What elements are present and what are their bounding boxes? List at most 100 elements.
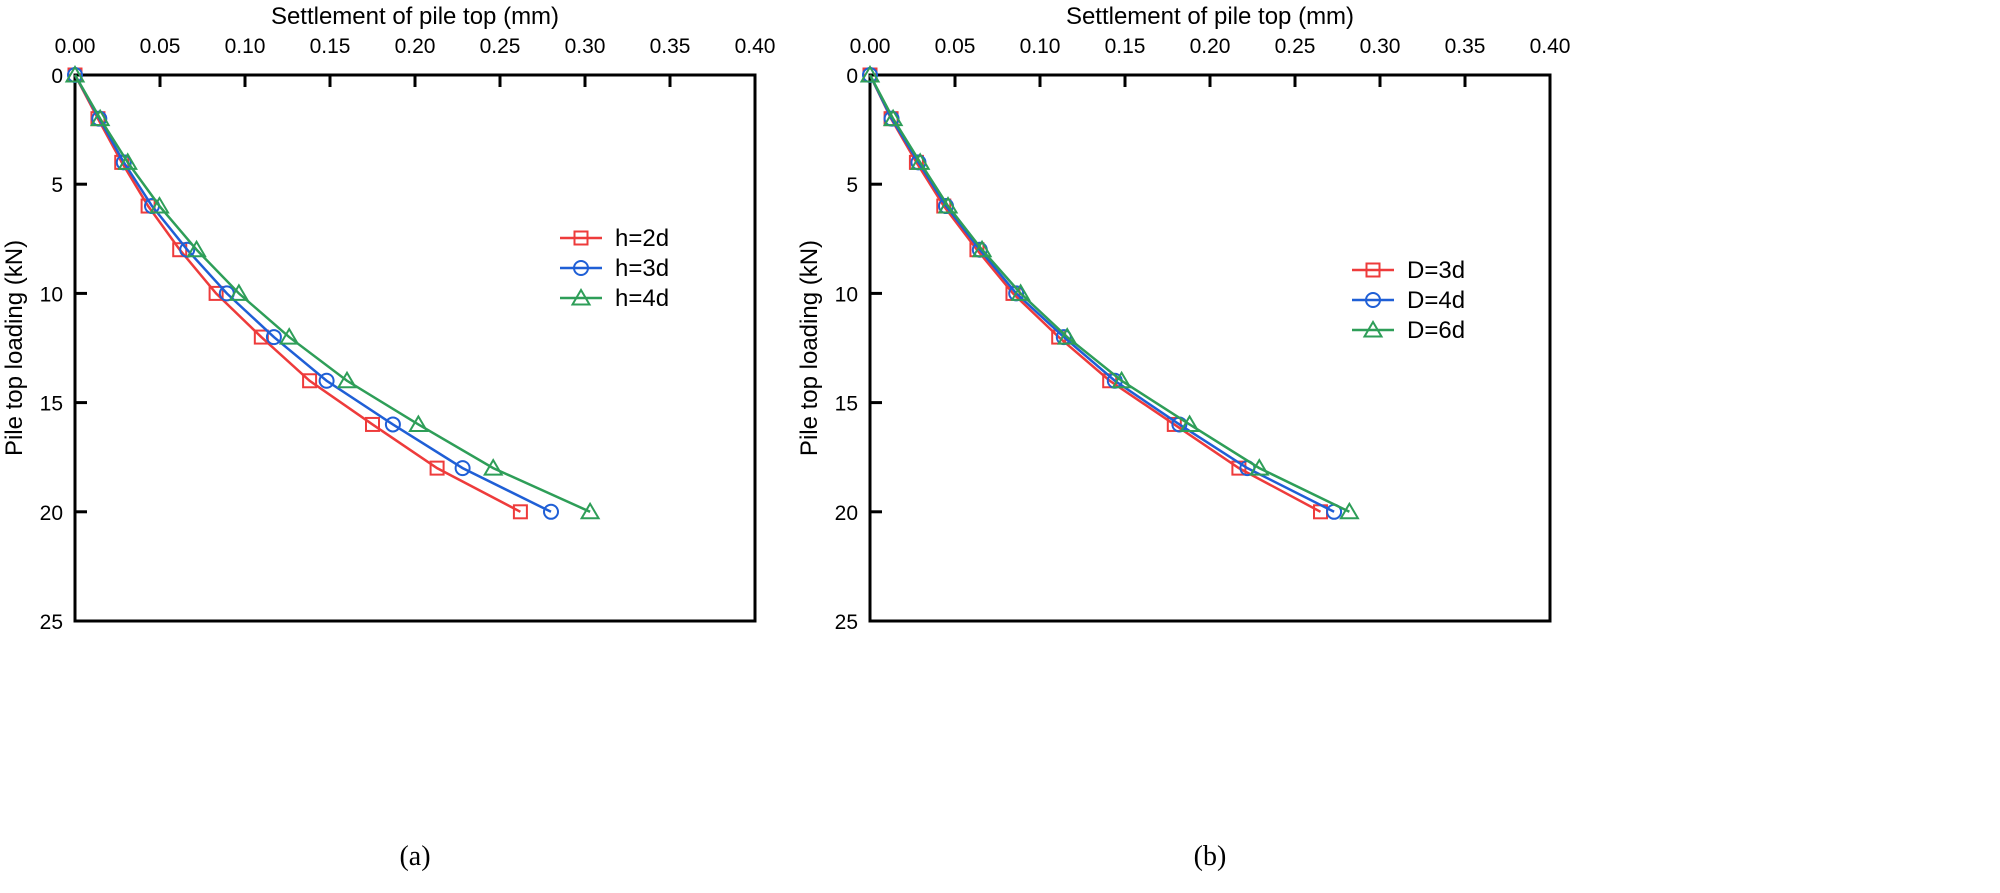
legend-label: D=4d — [1407, 287, 1465, 314]
data-point-triangle — [1111, 370, 1132, 389]
legend-item: h=3d — [560, 255, 669, 282]
x-axis-title: Settlement of pile top (mm) — [1066, 3, 1354, 30]
data-point-square — [302, 373, 318, 389]
legend-marker-square — [573, 230, 589, 246]
data-point-square — [208, 285, 224, 301]
chart-panel-a: 0.00 0.05 0.10 0.15 0.20 0.25 0.30 0.35 0.40 0 5 10… — [1, 3, 775, 872]
series-line — [868, 74, 1322, 513]
data-point-triangle — [909, 152, 931, 170]
x-tick-label: 0.15 — [310, 35, 351, 58]
x-tick-label: 0.25 — [1275, 35, 1316, 58]
data-point-triangle — [149, 196, 170, 214]
series-h-2d — [67, 67, 528, 520]
data-point-circle — [384, 416, 401, 433]
legend-item: D=4d — [1352, 287, 1465, 314]
y-tick-label: 20 — [835, 502, 858, 525]
series-D-6d — [859, 65, 1360, 520]
y-axis-title: Pile top loading (kN) — [796, 240, 823, 456]
x-tick-label: 0.35 — [650, 35, 691, 58]
y-tick-label: 10 — [40, 283, 63, 306]
data-point-triangle — [64, 65, 86, 83]
x-tick-label: 0.40 — [735, 35, 776, 58]
data-point-triangle — [336, 370, 358, 389]
legend-marker-square — [1365, 262, 1381, 278]
x-tick-label: 0.35 — [1445, 35, 1486, 58]
data-point-triangle — [1179, 414, 1200, 432]
x-tick-label: 0.15 — [1105, 35, 1146, 58]
data-point-triangle — [408, 414, 429, 432]
y-tick-label: 5 — [51, 174, 63, 197]
y-tick-label: 15 — [835, 393, 858, 416]
legend-marker-circle — [1365, 292, 1381, 308]
data-point-triangle — [1339, 501, 1360, 520]
data-point-triangle — [117, 152, 138, 170]
x-tick-label: 0.00 — [850, 35, 891, 58]
series-line — [868, 74, 1350, 513]
series-h-3d — [67, 67, 559, 520]
panel-label: (b) — [1194, 841, 1227, 872]
y-tick-label: 15 — [40, 393, 63, 416]
legend-marker-triangle — [570, 288, 592, 306]
legend-marker-triangle — [1362, 320, 1384, 338]
data-point-triangle — [579, 501, 601, 520]
legend-marker-circle — [573, 260, 589, 276]
x-tick-label: 0.20 — [1190, 35, 1231, 58]
data-point-square — [429, 460, 445, 476]
y-tick-label: 25 — [835, 611, 858, 634]
series-D-4d — [862, 67, 1343, 520]
series-D-3d — [862, 67, 1328, 520]
x-tick-label: 0.30 — [565, 35, 606, 58]
data-point-circle — [454, 460, 471, 477]
x-tick-label: 0.20 — [395, 35, 436, 58]
data-point-triangle — [278, 327, 300, 345]
data-point-triangle — [937, 196, 959, 214]
series-h-4d — [64, 65, 601, 520]
plot-frame — [73, 73, 757, 623]
series-line — [73, 74, 591, 513]
legend-label: h=2d — [615, 225, 669, 252]
data-point-triangle — [971, 239, 993, 258]
y-tick-label: 0 — [51, 65, 63, 88]
data-point-triangle — [89, 108, 111, 127]
legend-item: h=2d — [560, 225, 669, 252]
legend-item: D=3d — [1352, 257, 1465, 284]
plot-frame — [868, 73, 1552, 623]
series-line — [868, 74, 1335, 513]
data-point-triangle — [882, 108, 904, 127]
series-line — [73, 74, 552, 513]
legend-label: h=4d — [615, 285, 669, 312]
y-axis-title: Pile top loading (kN) — [1, 240, 28, 456]
x-axis-title: Settlement of pile top (mm) — [271, 3, 559, 30]
data-point-triangle — [1249, 458, 1270, 476]
data-point-square — [365, 416, 380, 432]
x-tick-label: 0.30 — [1360, 35, 1401, 58]
x-tick-label: 0.10 — [1020, 35, 1061, 58]
x-tick-label: 0.10 — [225, 35, 266, 58]
data-point-triangle — [1056, 327, 1078, 345]
legend-item: h=4d — [560, 285, 669, 312]
data-point-circle — [265, 329, 282, 346]
x-tick-label: 0.25 — [480, 35, 521, 58]
y-tick-label: 20 — [40, 502, 63, 525]
series-line — [73, 74, 521, 513]
data-point-triangle — [186, 239, 207, 258]
data-point-square — [512, 504, 528, 520]
legend-item: D=6d — [1352, 317, 1465, 344]
data-point-circle — [543, 503, 559, 520]
data-point-triangle — [859, 65, 881, 83]
x-tick-label: 0.05 — [140, 35, 181, 58]
legend-label: D=3d — [1407, 257, 1465, 284]
data-point-triangle — [482, 458, 504, 476]
x-tick-label: 0.00 — [55, 35, 96, 58]
y-tick-label: 10 — [835, 283, 858, 306]
data-point-triangle — [1010, 283, 1031, 301]
x-tick-label: 0.05 — [935, 35, 976, 58]
legend-label: h=3d — [615, 255, 669, 282]
data-point-triangle — [228, 283, 250, 301]
panel-label: (a) — [399, 841, 430, 872]
y-tick-label: 0 — [846, 65, 858, 88]
y-tick-label: 25 — [40, 611, 63, 634]
legend-label: D=6d — [1407, 317, 1465, 344]
x-tick-label: 0.40 — [1530, 35, 1571, 58]
